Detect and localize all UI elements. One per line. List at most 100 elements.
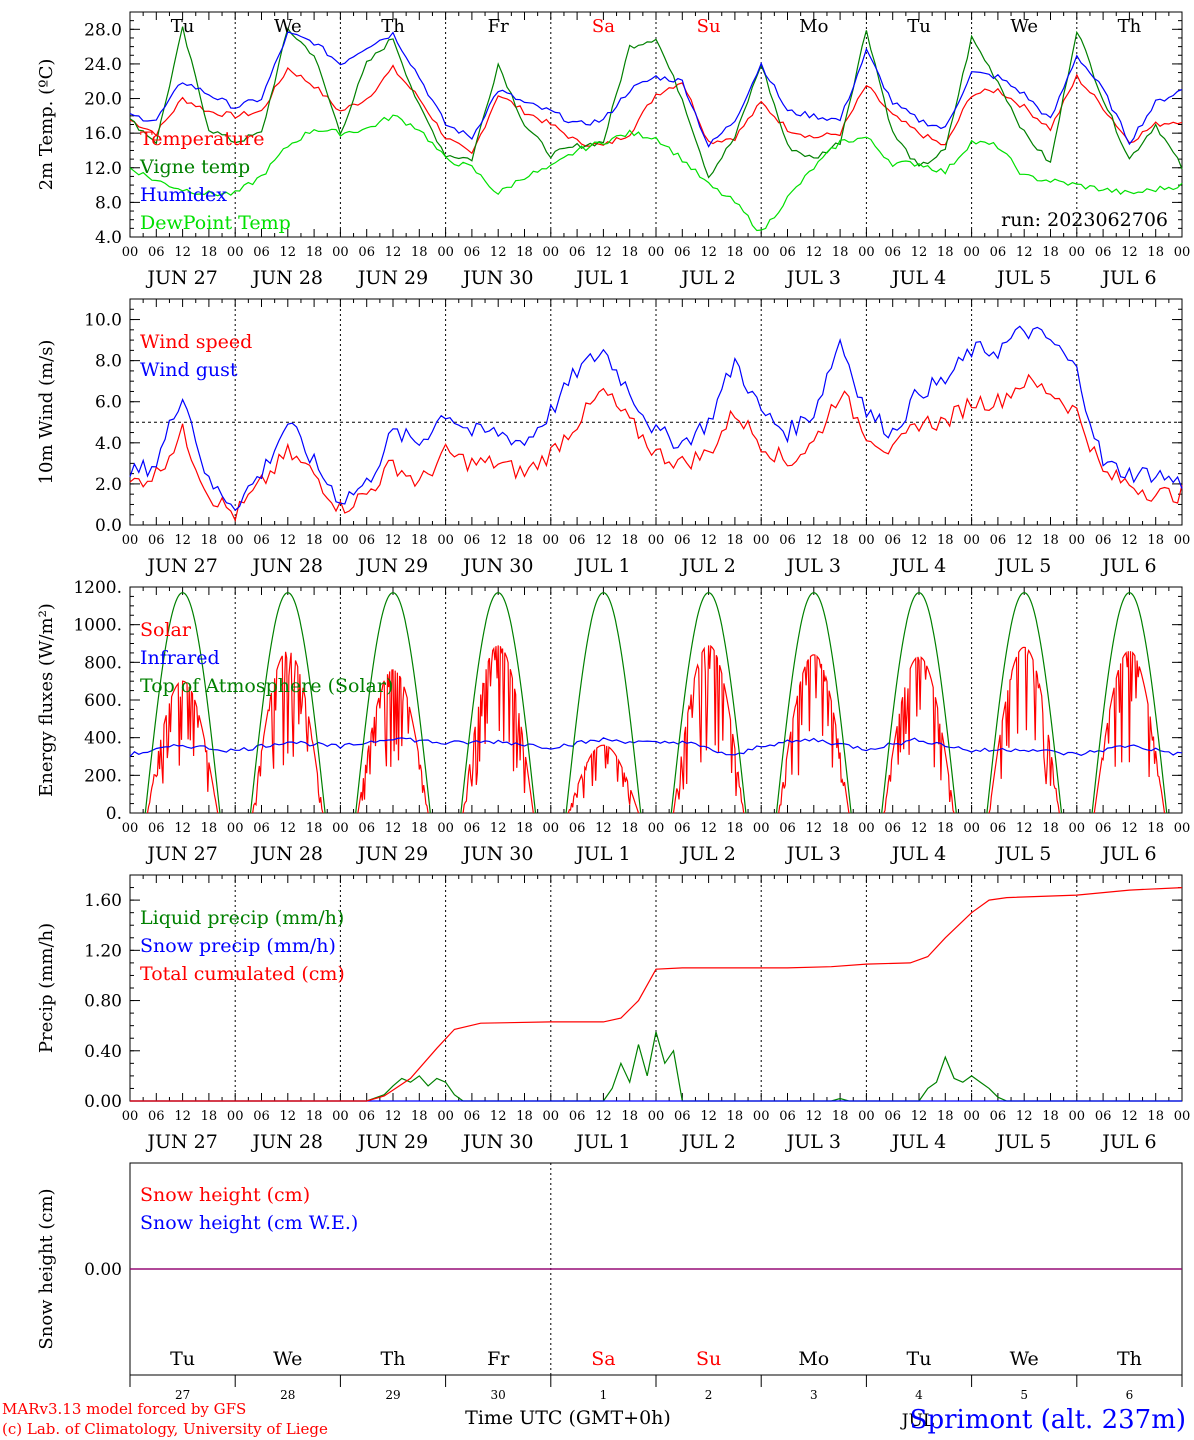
hour-tick-label: 06 — [253, 245, 270, 260]
series-line-wind-speed — [129, 373, 1183, 523]
hour-tick-label: 06 — [990, 533, 1007, 548]
hour-tick-label: 18 — [1147, 821, 1164, 836]
hour-tick-label: 12 — [806, 821, 823, 836]
hour-tick-label: 12 — [806, 245, 823, 260]
y-tick-label: 600. — [84, 691, 122, 711]
legend-entry: Temperature — [140, 128, 264, 150]
hour-tick-label: 06 — [253, 1109, 270, 1124]
weekday-label: Tu — [170, 1348, 195, 1370]
date-label: JUL 6 — [1100, 267, 1156, 289]
hour-tick-label: 00 — [1069, 245, 1086, 260]
hour-tick-label: 00 — [1069, 1109, 1086, 1124]
date-label: JUN 27 — [145, 267, 217, 289]
hour-tick-label: 00 — [227, 533, 244, 548]
hour-tick-label: 18 — [411, 1109, 428, 1124]
hour-tick-label: 18 — [621, 821, 638, 836]
y-tick-label: 0.00 — [84, 1260, 122, 1280]
hour-tick-label: 06 — [464, 821, 481, 836]
weekday-label: Fr — [487, 1348, 510, 1370]
y-tick-label: 1.20 — [84, 941, 122, 961]
hour-tick-label: 06 — [358, 821, 375, 836]
hour-tick-label: 12 — [595, 1109, 612, 1124]
date-label: JUN 30 — [461, 843, 533, 865]
date-label: JUN 29 — [356, 1131, 428, 1153]
chart-panels: 00 06 12 18 JUN 27 00 06 12 18 JUN 28 00 06 12 18 JUN … — [36, 11, 1190, 1402]
hour-tick-label: 18 — [201, 533, 218, 548]
date-label: JUN 30 — [461, 555, 533, 577]
date-label: JUN 29 — [356, 843, 428, 865]
hour-tick-label: 18 — [727, 821, 744, 836]
hour-tick-label: 00 — [858, 1109, 875, 1124]
hour-tick-label: 18 — [621, 245, 638, 260]
weekday-label: Th — [1117, 1348, 1142, 1370]
hour-tick-label: 12 — [385, 533, 402, 548]
hour-tick-label: 18 — [306, 821, 323, 836]
hour-tick-label: 18 — [516, 1109, 533, 1124]
hour-tick-label: 12 — [1121, 1109, 1138, 1124]
hour-tick-label: 00 — [753, 1109, 770, 1124]
weekday-label: Th — [381, 1348, 406, 1370]
hour-tick-label: 12 — [280, 245, 297, 260]
hour-tick-label: 18 — [411, 821, 428, 836]
date-label: JUL 5 — [995, 555, 1051, 577]
hour-tick-label: 18 — [411, 245, 428, 260]
hour-tick-label: 06 — [1095, 533, 1112, 548]
y-tick-label: 800. — [84, 653, 122, 673]
panel-wind: 00 06 12 18 JUN 27 00 06 12 18 JUN 28 00 06 12 18 JUN … — [36, 298, 1190, 577]
weekday-label: Mo — [799, 16, 828, 37]
hour-tick-label: 06 — [569, 1109, 586, 1124]
hour-tick-label: 12 — [385, 821, 402, 836]
series-line-liquid-precip-mm-h- — [130, 1031, 1182, 1102]
hour-tick-label: 18 — [516, 821, 533, 836]
hour-tick-label: 06 — [674, 245, 691, 260]
hour-tick-label: 12 — [911, 245, 928, 260]
hour-tick-label: 18 — [1042, 533, 1059, 548]
hour-tick-label: 12 — [174, 821, 191, 836]
hour-tick-label: 18 — [1147, 1109, 1164, 1124]
hour-tick-label: 06 — [569, 245, 586, 260]
hour-tick-label: 00 — [437, 821, 454, 836]
hour-tick-label: 00 — [648, 1109, 665, 1124]
hour-tick-label: 00 — [858, 245, 875, 260]
series-line-wind-gust — [129, 325, 1183, 512]
date-label: JUL 4 — [890, 555, 946, 577]
hour-tick-label: 12 — [280, 821, 297, 836]
series-line-temperature — [129, 64, 1183, 155]
hour-tick-label: 00 — [963, 821, 980, 836]
hour-tick-label: 06 — [884, 245, 901, 260]
legend-entry: Snow height (cm) — [140, 1184, 310, 1206]
plot-frame — [129, 298, 1183, 526]
series-line-infrared — [129, 737, 1183, 757]
hour-tick-label: 12 — [806, 1109, 823, 1124]
hour-tick-label: 00 — [963, 1109, 980, 1124]
panel-snow: Tu 27 We 28 Th 29 Fr 30 Sa 1 Su 2 Mo 3 Tu 4 We 5 Th 6 0.00 Sn… — [36, 1162, 1183, 1402]
hour-tick-label: 12 — [911, 1109, 928, 1124]
hour-tick-label: 00 — [753, 533, 770, 548]
legend-entry: Top of Atmosphere (Solar) — [140, 675, 393, 697]
hour-tick-label: 06 — [253, 533, 270, 548]
legend-entry: Infrared — [140, 647, 220, 669]
y-tick-label: 200. — [84, 766, 122, 786]
date-label: JUL 5 — [995, 267, 1051, 289]
hour-tick-label: 18 — [1147, 533, 1164, 548]
hour-tick-label: 18 — [411, 533, 428, 548]
panel-temperature: 00 06 12 18 JUN 27 00 06 12 18 JUN 28 00 06 12 18 JUN … — [36, 11, 1190, 289]
y-tick-label: 1000. — [73, 616, 122, 636]
date-label: JUN 30 — [461, 267, 533, 289]
day-number-label: 28 — [280, 1388, 295, 1402]
day-number-label: 29 — [385, 1388, 400, 1402]
day-number-label: 4 — [915, 1388, 923, 1402]
hour-tick-label: 12 — [700, 821, 717, 836]
date-label: JUN 28 — [251, 1131, 323, 1153]
date-label: JUL 6 — [1100, 1131, 1156, 1153]
hour-tick-label: 12 — [911, 821, 928, 836]
date-label: JUL 4 — [890, 1131, 946, 1153]
series-line-humidex — [129, 30, 1183, 148]
hour-tick-label: 12 — [595, 821, 612, 836]
hour-tick-label: 00 — [543, 245, 560, 260]
x-axis-title: Time UTC (GMT+0h) — [465, 1407, 671, 1429]
hour-tick-label: 06 — [990, 821, 1007, 836]
y-tick-label: 16.0 — [84, 124, 122, 144]
date-label: JUL 3 — [785, 843, 841, 865]
